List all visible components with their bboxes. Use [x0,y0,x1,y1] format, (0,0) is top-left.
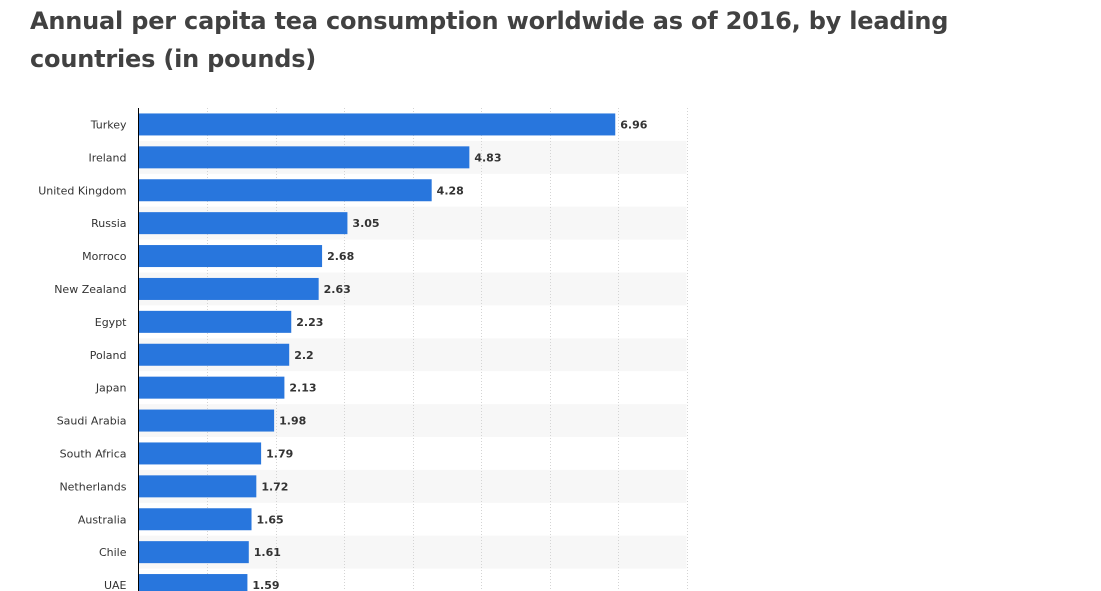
value-label: 4.28 [437,184,464,197]
value-label: 6.96 [620,118,647,131]
category-label: Chile [99,546,127,559]
value-label: 4.83 [474,151,501,164]
value-label: 2.23 [296,316,323,329]
value-labels: 6.96 4.83 4.28 3.05 2.68 2.63 2.23 2.2 2.13 1.98 1… [252,118,647,591]
bar[interactable] [138,113,616,136]
category-label: Saudi Arabia [57,415,127,428]
category-label: UAE [104,579,127,591]
category-label: United Kingdom [38,184,126,197]
category-label: Morroco [82,250,127,263]
category-label: Turkey [90,118,127,131]
category-label: Egypt [95,316,127,329]
bar[interactable] [138,343,290,366]
bar[interactable] [138,541,249,564]
category-label: Russia [91,217,126,230]
bar[interactable] [138,376,285,399]
bar[interactable] [138,212,348,235]
value-label: 1.79 [266,447,293,460]
category-label: Netherlands [59,480,126,493]
category-label: Ireland [88,151,126,164]
category-labels: Turkey Ireland United Kingdom Russia Morroco… [38,118,127,591]
value-label: 1.72 [261,480,288,493]
bar[interactable] [138,409,275,432]
value-label: 1.65 [257,513,284,526]
bar[interactable] [138,146,470,169]
bar[interactable] [138,508,252,531]
category-label: Poland [90,349,127,362]
category-label: Japan [95,382,127,395]
bar[interactable] [138,574,248,591]
bar[interactable] [138,277,319,300]
bar[interactable] [138,310,292,333]
value-label: 3.05 [352,217,379,230]
value-label: 1.59 [252,579,279,591]
bar[interactable] [138,179,432,202]
value-label: 2.63 [324,283,351,296]
value-label: 2.68 [327,250,354,263]
value-label: 2.2 [294,349,314,362]
bars [138,113,616,591]
bar[interactable] [138,245,323,268]
bar[interactable] [138,442,262,465]
category-label: Australia [78,513,127,526]
chart-title: Annual per capita tea consumption worldw… [30,7,949,73]
bar[interactable] [138,475,257,498]
value-label: 2.13 [289,382,316,395]
category-label: South Africa [60,447,127,460]
value-label: 1.98 [279,415,306,428]
value-label: 1.61 [254,546,281,559]
category-label: New Zealand [54,283,126,296]
